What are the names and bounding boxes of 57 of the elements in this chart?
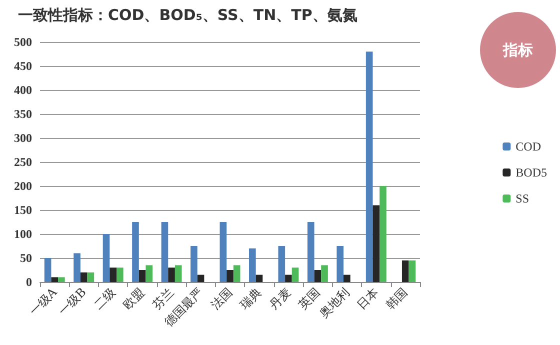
bar [285, 274, 292, 282]
y-tick-label: 400 [14, 83, 32, 97]
x-tick-label: 二级 [91, 285, 118, 312]
y-tick-label: 50 [20, 251, 32, 265]
bar [321, 265, 328, 282]
bar [307, 222, 314, 282]
chart-title: 一致性指标：COD、BOD₅、SS、TN、TP、氨氮 [18, 6, 358, 25]
bar [366, 52, 373, 282]
bar [146, 265, 153, 282]
bar [190, 246, 198, 282]
bar [58, 277, 65, 282]
bar [51, 277, 58, 282]
legend-label: SS [516, 192, 530, 206]
bar [102, 234, 110, 282]
x-tick-label: 瑞典 [237, 285, 264, 312]
bar [344, 274, 350, 282]
bar [336, 246, 344, 282]
bar [402, 260, 409, 282]
bar [80, 272, 88, 282]
bar [74, 253, 80, 282]
bar [174, 265, 182, 282]
bar [226, 270, 234, 282]
bar [87, 272, 94, 282]
bar [161, 222, 168, 282]
bar [132, 222, 139, 282]
x-tick-label: 欧盟 [120, 285, 148, 312]
bar [110, 268, 116, 282]
circle-badge: 指标 [480, 12, 556, 88]
bar [44, 258, 52, 282]
bar [256, 274, 263, 282]
bar [380, 186, 386, 282]
bar [138, 270, 146, 282]
y-tick-label: 450 [14, 59, 32, 73]
x-tick-label: 法国 [208, 285, 235, 312]
y-tick-label: 250 [14, 155, 32, 169]
y-tick-label: 350 [14, 107, 32, 121]
bar [408, 260, 416, 282]
y-tick-label: 300 [14, 131, 32, 145]
y-tick-label: 200 [14, 179, 32, 193]
bar [197, 274, 204, 282]
bar [292, 268, 299, 282]
bar [220, 222, 227, 282]
bar [314, 270, 322, 282]
legend-label: BOD5 [516, 166, 548, 180]
y-tick-label: 500 [14, 35, 32, 49]
y-tick-label: 150 [14, 203, 32, 217]
bar [168, 268, 175, 282]
y-tick-label: 100 [14, 227, 32, 241]
legend-label: COD [516, 140, 542, 154]
bar [233, 265, 240, 282]
bar [278, 246, 286, 282]
bar [249, 248, 256, 282]
x-tick-label: 日本 [354, 285, 382, 312]
x-tick-label: 韩国 [383, 285, 410, 312]
x-tick-label: 丹麦 [266, 285, 294, 312]
bar [116, 268, 124, 282]
bar [372, 205, 380, 282]
